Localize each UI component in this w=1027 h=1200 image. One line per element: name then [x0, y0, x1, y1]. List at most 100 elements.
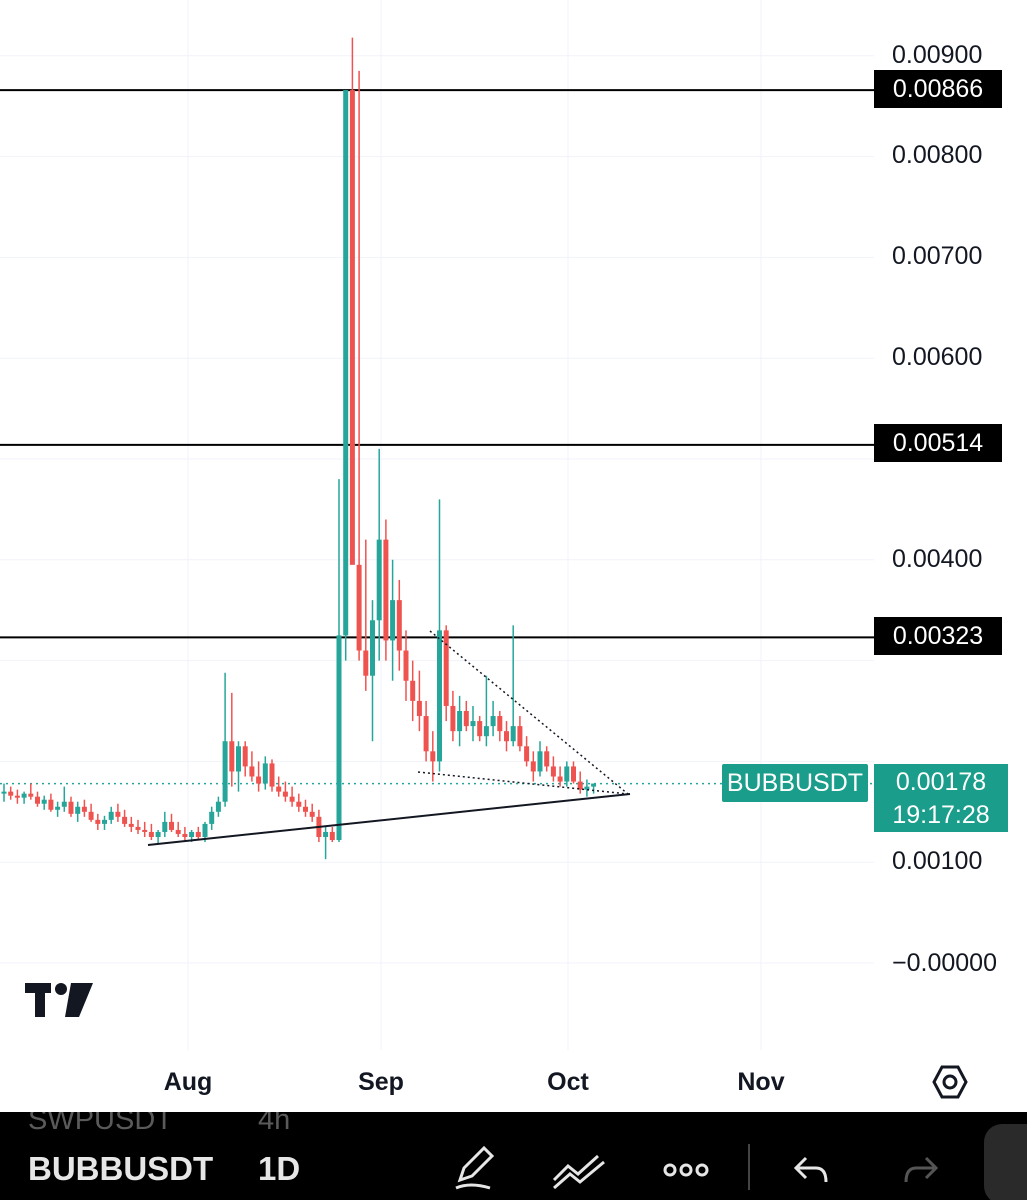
candle-body: [88, 811, 94, 820]
redo-icon[interactable]: [900, 1154, 940, 1186]
candle-body: [75, 806, 81, 814]
candle-body: [463, 711, 469, 727]
candle-body: [303, 806, 308, 812]
candle-body: [249, 766, 255, 777]
time-tick: Aug: [163, 1068, 213, 1096]
candle-body: [122, 816, 128, 824]
candle-body: [343, 90, 349, 636]
candle-body: [571, 766, 576, 782]
candle-body: [14, 795, 20, 798]
candle-body: [1, 791, 7, 794]
candle-body: [28, 793, 34, 797]
time-tick: Sep: [358, 1068, 404, 1096]
price-tick: −0.00000: [892, 949, 997, 977]
candle-body: [557, 776, 563, 782]
candle-body: [276, 786, 282, 792]
bottom-toolbar: SWPUSDT 4h BUBBUSDT 1D: [0, 1112, 1027, 1200]
candle-body: [175, 829, 181, 834]
candle-body: [450, 705, 456, 732]
previous-timeframe[interactable]: 4h: [258, 1112, 291, 1136]
candle-body: [155, 831, 161, 837]
level-price-tag[interactable]: 0.00514: [874, 424, 1002, 462]
candle-body: [376, 539, 382, 621]
candle-body: [269, 763, 275, 787]
candle-body: [430, 751, 436, 762]
candle-body: [390, 600, 396, 641]
candle-body: [189, 831, 195, 837]
candle-body: [222, 741, 228, 802]
candle-body: [135, 826, 141, 830]
candle-body: [202, 823, 208, 837]
more-icon[interactable]: [662, 1160, 710, 1180]
price-tick: 0.00600: [892, 343, 983, 371]
support-trendline: [147, 793, 631, 846]
candle-body: [289, 796, 295, 802]
scroll-handle[interactable]: [984, 1124, 1027, 1200]
symbol-selector[interactable]: BUBBUSDT: [28, 1150, 214, 1187]
current-price-value: 0.00178: [895, 768, 987, 796]
candle-body: [61, 801, 67, 807]
candle-body: [128, 823, 134, 827]
candle-body: [215, 801, 221, 812]
lower-dotted-trendline: [417, 771, 629, 795]
level-price-tag[interactable]: 0.00866: [874, 70, 1002, 108]
undo-icon[interactable]: [792, 1154, 832, 1186]
candle-body: [102, 819, 107, 824]
candle-body: [68, 801, 74, 814]
current-price-tag: 0.00178 19:17:28: [874, 764, 1008, 832]
candle-body: [41, 799, 47, 804]
candle-body: [55, 806, 61, 810]
settings-icon[interactable]: [932, 1064, 968, 1100]
candle-body: [584, 786, 590, 790]
candle-body: [396, 600, 402, 651]
candle-body: [497, 716, 503, 732]
candle-body: [182, 833, 188, 837]
candle-body: [349, 90, 355, 565]
time-tick: Oct: [547, 1068, 589, 1096]
candle-body: [477, 721, 483, 737]
candles: [1, 37, 597, 860]
chart-area[interactable]: 0.00900 0.00800 0.00700 0.00600 0.00400 …: [0, 0, 1027, 1112]
candle-body: [35, 796, 40, 804]
candle-body: [504, 731, 509, 742]
candle-body: [169, 821, 174, 830]
level-price-tag[interactable]: 0.00323: [874, 617, 1002, 655]
candle-body: [296, 801, 302, 807]
candle-body: [410, 680, 416, 701]
price-tick: 0.00800: [892, 141, 983, 169]
pencil-icon[interactable]: [450, 1142, 500, 1192]
candle-body: [236, 746, 241, 772]
candle-body: [242, 746, 248, 767]
price-tick: 0.00400: [892, 545, 983, 573]
candle-body: [490, 716, 496, 727]
candle-body: [162, 821, 168, 832]
trend-line-icon[interactable]: [550, 1150, 608, 1190]
candle-body: [48, 799, 54, 810]
candle-body: [530, 761, 536, 772]
candle-body: [282, 791, 288, 797]
candle-body: [416, 700, 422, 717]
candle-body: [209, 811, 215, 824]
candle-body: [356, 564, 362, 651]
candle-body: [423, 716, 429, 752]
candle-body: [142, 829, 148, 832]
candle-body: [329, 831, 335, 841]
candle-body: [21, 793, 27, 798]
previous-symbol[interactable]: SWPUSDT: [28, 1112, 173, 1136]
candle-body: [309, 811, 315, 817]
candle-body: [517, 726, 523, 747]
price-chart[interactable]: [0, 0, 1027, 1112]
candle-body: [544, 751, 550, 767]
timeframe-selector[interactable]: 1D: [258, 1150, 301, 1187]
tradingview-logo[interactable]: [25, 983, 95, 1019]
candle-body: [363, 650, 369, 676]
candle-body: [403, 650, 409, 681]
candle-body: [564, 766, 570, 782]
toolbar-divider: [748, 1144, 750, 1190]
price-tick: 0.00700: [892, 242, 983, 270]
price-tick: 0.00100: [892, 847, 983, 875]
candle-body: [550, 766, 556, 777]
candle-body: [336, 635, 342, 841]
candle-countdown: 19:17:28: [892, 801, 990, 829]
candle-body: [256, 776, 262, 784]
